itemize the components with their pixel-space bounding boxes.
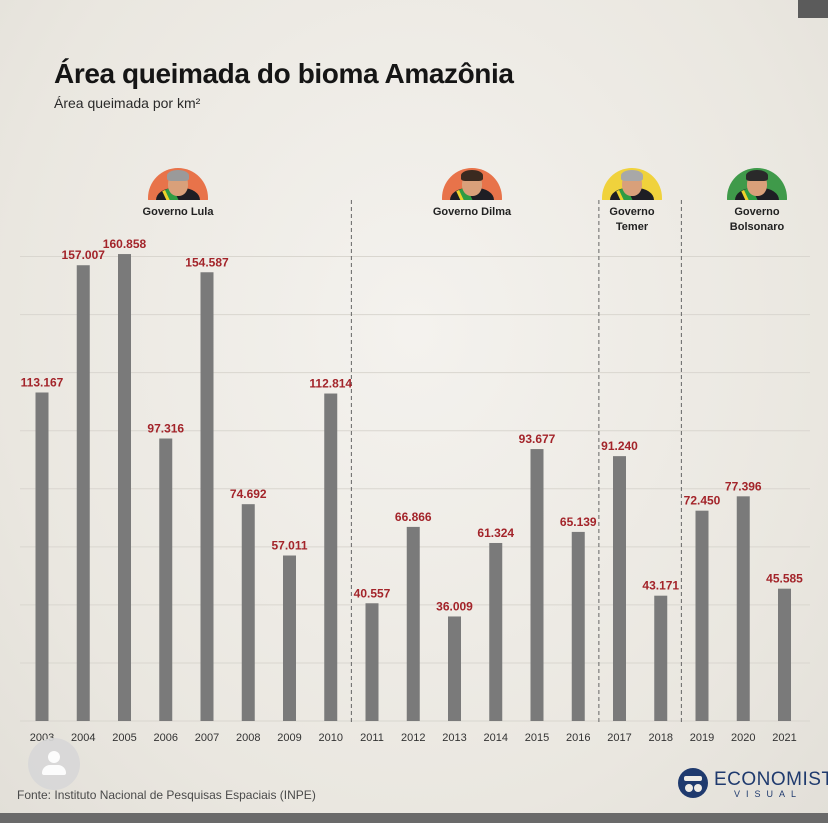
bar-2004 (76, 265, 90, 721)
bar-2018 (654, 595, 668, 721)
value-label-2018: 43.171 (642, 579, 679, 593)
value-label-2015: 93.677 (519, 432, 556, 446)
value-label-2010: 112.814 (309, 377, 352, 391)
year-label-2012: 2012 (401, 732, 425, 744)
government-label: Governo Lula (142, 206, 214, 218)
value-label-2021: 45.585 (766, 572, 803, 586)
value-label-2003: 113.167 (21, 375, 64, 389)
year-label-2019: 2019 (690, 732, 714, 744)
brand-name: ECONOMISTA (714, 769, 828, 790)
year-label-2006: 2006 (154, 732, 178, 744)
user-avatar-icon[interactable] (28, 738, 80, 790)
government-label: Governo Dilma (432, 206, 512, 218)
bottom-bar (0, 813, 828, 823)
year-label-2008: 2008 (236, 732, 260, 744)
bar-2010 (324, 393, 338, 721)
year-label-2007: 2007 (195, 732, 219, 744)
year-label-2009: 2009 (277, 732, 301, 744)
year-label-2016: 2016 (566, 732, 590, 744)
bar-2020 (736, 496, 750, 721)
bar-2019 (695, 510, 709, 721)
brand-logo: ECONOMISTA VISUAL (676, 766, 828, 802)
year-label-2021: 2021 (772, 732, 796, 744)
economista-visual-logo-icon (678, 768, 708, 798)
value-label-2019: 72.450 (684, 494, 721, 508)
avatar-body-shape (42, 765, 66, 775)
value-label-2016: 65.139 (560, 515, 597, 529)
value-label-2012: 66.866 (395, 510, 432, 524)
value-label-2014: 61.324 (477, 526, 514, 540)
portrait-4 (727, 168, 787, 200)
year-label-2017: 2017 (607, 732, 631, 744)
year-label-2014: 2014 (484, 732, 508, 744)
value-label-2011: 40.557 (354, 586, 391, 600)
bar-2013 (448, 616, 461, 721)
value-label-2006: 97.316 (147, 422, 184, 436)
chart-title: Área queimada do bioma Amazônia (54, 58, 514, 89)
portrait-hair (461, 170, 483, 181)
value-label-2004: 157.007 (62, 248, 106, 262)
year-label-2010: 2010 (319, 732, 343, 744)
value-label-2005: 160.858 (103, 237, 147, 251)
bar-2021 (778, 588, 791, 721)
year-label-2005: 2005 (112, 732, 136, 744)
bar-2015 (530, 449, 544, 721)
bar-2016 (571, 531, 585, 721)
value-label-2007: 154.587 (185, 255, 229, 269)
source-note: Fonte: Instituto Nacional de Pesquisas E… (17, 788, 316, 802)
government-label: Governo Bolsonaro (729, 206, 785, 233)
year-label-2020: 2020 (731, 732, 755, 744)
value-label-2009: 57.011 (271, 539, 307, 553)
bar-2003 (35, 392, 49, 721)
portrait-hair (746, 170, 768, 181)
bar-2012 (406, 526, 420, 721)
corner-tab (798, 0, 828, 18)
chart-subtitle: Área queimada por km² (54, 95, 201, 111)
value-label-2017: 91.240 (601, 439, 638, 453)
brand-subname: VISUAL (734, 789, 803, 799)
portrait-3 (602, 168, 662, 200)
bar-2007 (200, 272, 214, 721)
year-label-2015: 2015 (525, 732, 549, 744)
portrait-hair (621, 170, 643, 181)
portrait-2 (442, 168, 502, 200)
year-label-2013: 2013 (442, 732, 466, 744)
bar-2014 (489, 542, 503, 721)
bar-2005 (118, 254, 131, 722)
bar-2011 (365, 603, 379, 721)
year-label-2018: 2018 (649, 732, 673, 744)
bar-2009 (283, 555, 296, 721)
bar-2006 (159, 438, 173, 721)
portrait-hair (167, 170, 189, 181)
avatar-head-shape (48, 751, 60, 763)
bar-2017 (613, 456, 626, 721)
bar-chart: 113.1672003157.0072004160.858200597.3162… (20, 200, 810, 744)
value-label-2013: 36.009 (436, 599, 473, 613)
bar-2008 (241, 504, 255, 721)
value-label-2020: 77.396 (725, 479, 762, 493)
year-label-2004: 2004 (71, 732, 95, 744)
portrait-1 (148, 168, 208, 200)
value-label-2008: 74.692 (230, 487, 267, 501)
government-label: Governo Temer (609, 206, 655, 233)
year-label-2011: 2011 (360, 732, 384, 744)
